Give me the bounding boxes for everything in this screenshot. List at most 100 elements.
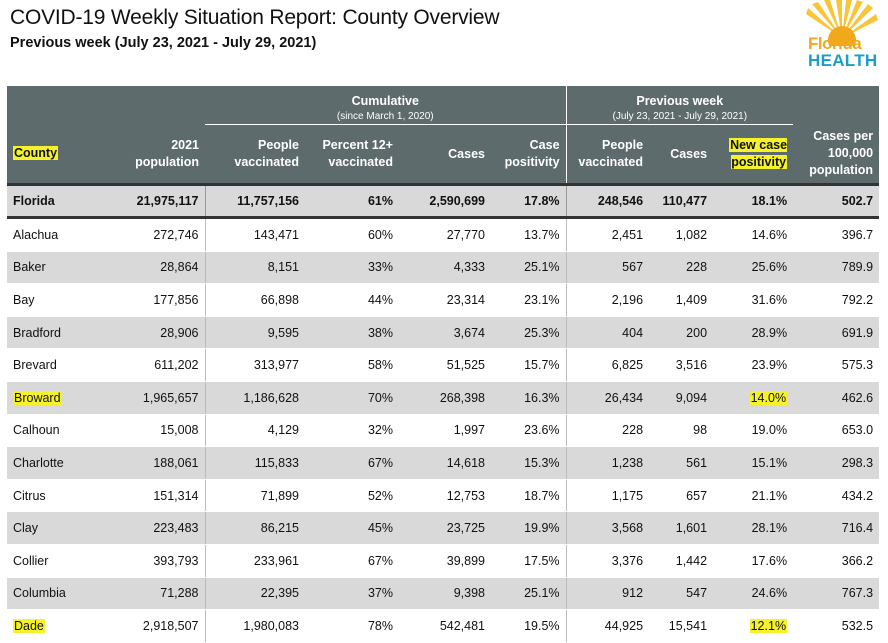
table-cell: 24.6% xyxy=(713,577,794,611)
table-cell: 716.4 xyxy=(793,511,880,545)
table-row: Baker 28,864 8,151 33% 4,333 25.1% 567 228 25.6%… xyxy=(7,251,880,285)
table-cell: 25.1% xyxy=(491,577,567,611)
table-cell: 13.7% xyxy=(491,217,567,252)
table-cell: 575.3 xyxy=(793,348,880,382)
table-cell: 2,196 xyxy=(565,283,650,317)
table-cell: 2,918,507 xyxy=(117,609,205,643)
table-cell: 37% xyxy=(305,577,399,611)
table-cell: 98 xyxy=(649,414,714,448)
table-cell: 151,314 xyxy=(117,479,205,513)
table-cell: 1,186,628 xyxy=(204,381,305,415)
table-row: Broward 1,965,657 1,186,628 70% 268,398 16.3%… xyxy=(7,381,880,415)
table-cell: 313,977 xyxy=(204,348,305,382)
table-cell: 17.5% xyxy=(491,544,567,578)
table-cell: 28,906 xyxy=(117,316,205,350)
table-row: Columbia 71,288 22,395 37% 9,398 25.1% 912 547 2… xyxy=(7,577,880,611)
county-name-cell: Columbia xyxy=(7,577,117,611)
table-cell: 67% xyxy=(305,446,399,480)
florida-health-logo: Florida HEALTH xyxy=(804,0,880,74)
table-cell: 233,961 xyxy=(204,544,305,578)
table-cell: 1,409 xyxy=(649,283,714,317)
table-cell: 66,898 xyxy=(204,283,305,317)
table-cell: 12,753 xyxy=(399,479,491,513)
table-cell: 38% xyxy=(305,316,399,350)
header-group-row: Cumulative (since March 1, 2020) Previou… xyxy=(7,86,880,125)
county-name-cell: Calhoun xyxy=(7,414,117,448)
table-cell: 434.2 xyxy=(793,479,880,513)
table-cell: 52% xyxy=(305,479,399,513)
table-row: Citrus 151,314 71,899 52% 12,753 18.7% 1,175 65… xyxy=(7,479,880,513)
table-cell: 143,471 xyxy=(204,217,305,252)
table-row: Calhoun 15,008 4,129 32% 1,997 23.6% 228 98 19.0… xyxy=(7,414,880,448)
table-cell: 542,481 xyxy=(399,609,491,643)
table-cell: 567 xyxy=(565,251,650,285)
table-cell: 9,398 xyxy=(399,577,491,611)
table-cell: 15,541 xyxy=(649,609,714,643)
table-cell: 58% xyxy=(305,348,399,382)
table-cell: 25.6% xyxy=(713,251,794,285)
table-cell: 561 xyxy=(649,446,714,480)
table-cell: 11,757,156 xyxy=(204,183,305,219)
county-overview-table: Cumulative (since March 1, 2020) Previou… xyxy=(7,86,880,643)
column-header-population: 2021 population xyxy=(117,124,205,185)
table-cell: 16.3% xyxy=(491,381,567,415)
table-cell: 1,175 xyxy=(565,479,650,513)
county-name-cell: Florida xyxy=(7,183,117,219)
table-cell: 25.1% xyxy=(491,251,567,285)
table-cell: 25.3% xyxy=(491,316,567,350)
table-cell: 70% xyxy=(305,381,399,415)
table-cell: 4,333 xyxy=(399,251,491,285)
table-cell: 462.6 xyxy=(793,381,880,415)
table-cell: 1,082 xyxy=(649,217,714,252)
table-cell: 19.5% xyxy=(491,609,567,643)
table-cell: 366.2 xyxy=(793,544,880,578)
table-cell: 14,618 xyxy=(399,446,491,480)
table-cell: 15,008 xyxy=(117,414,205,448)
sun-icon xyxy=(806,0,878,46)
county-name-cell: Bay xyxy=(7,283,117,317)
table-cell: 15.1% xyxy=(713,446,794,480)
county-name-cell: Collier xyxy=(7,544,117,578)
table-cell: 1,601 xyxy=(649,511,714,545)
table-cell: 611,202 xyxy=(117,348,205,382)
table-cell: 19.0% xyxy=(713,414,794,448)
column-header-new-case-positivity: New case positivity xyxy=(713,124,794,185)
group-header-previous-week: Previous week (July 23, 2021 - July 29, … xyxy=(565,86,794,125)
table-cell: 298.3 xyxy=(793,446,880,480)
table-cell: 23,725 xyxy=(399,511,491,545)
table-row: Bay 177,856 66,898 44% 23,314 23.1% 2,196 1,409… xyxy=(7,283,880,317)
table-cell: 21,975,117 xyxy=(117,183,205,219)
column-header-week-people-vaccinated: People vaccinated xyxy=(565,124,650,185)
table-cell: 28.9% xyxy=(713,316,794,350)
table-cell: 8,151 xyxy=(204,251,305,285)
table-cell: 19.9% xyxy=(491,511,567,545)
table-cell: 2,590,699 xyxy=(399,183,491,219)
county-name-cell: Bradford xyxy=(7,316,117,350)
table-cell: 32% xyxy=(305,414,399,448)
table-cell: 547 xyxy=(649,577,714,611)
table-cell: 14.0% xyxy=(713,381,794,415)
column-header-cases-per-100k: Cases per 100,000 population xyxy=(793,124,880,185)
table-cell: 39,899 xyxy=(399,544,491,578)
table-cell: 1,442 xyxy=(649,544,714,578)
table-cell: 115,833 xyxy=(204,446,305,480)
table-cell: 3,376 xyxy=(565,544,650,578)
table-cell: 21.1% xyxy=(713,479,794,513)
table-cell: 9,595 xyxy=(204,316,305,350)
table-cell: 502.7 xyxy=(793,183,880,219)
table-cell: 177,856 xyxy=(117,283,205,317)
column-header-week-cases: Cases xyxy=(649,124,714,185)
report-subtitle: Previous week (July 23, 2021 - July 29, … xyxy=(10,35,317,51)
table-cell: 223,483 xyxy=(117,511,205,545)
table-cell: 767.3 xyxy=(793,577,880,611)
table-row: Charlotte 188,061 115,833 67% 14,618 15.3% 1,2… xyxy=(7,446,880,480)
table-cell: 23.1% xyxy=(491,283,567,317)
table-cell: 396.7 xyxy=(793,217,880,252)
table-cell: 18.1% xyxy=(713,183,794,219)
table-cell: 657 xyxy=(649,479,714,513)
table-cell: 31.6% xyxy=(713,283,794,317)
table-cell: 44,925 xyxy=(565,609,650,643)
table-cell: 1,980,083 xyxy=(204,609,305,643)
table-cell: 272,746 xyxy=(117,217,205,252)
column-header-people-vaccinated: People vaccinated xyxy=(205,124,305,185)
